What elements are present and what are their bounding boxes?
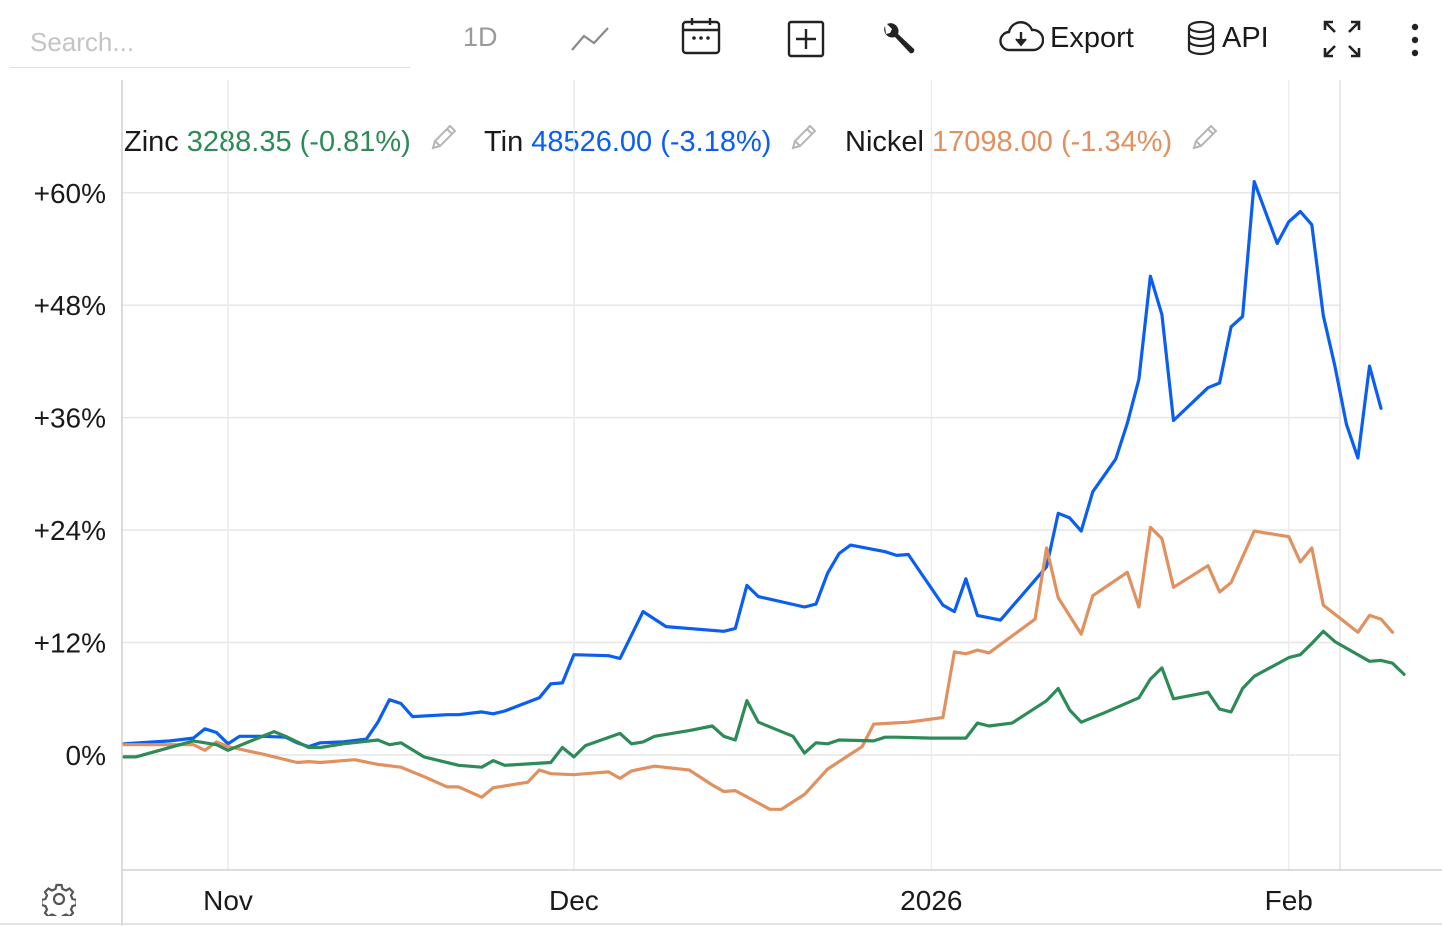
toolbar: 1D Export: [0, 0, 1442, 76]
gear-icon[interactable]: [40, 882, 78, 922]
legend-series-change: (-0.81%): [299, 125, 411, 158]
legend-series-change: (-1.34%): [1060, 125, 1173, 158]
pencil-icon[interactable]: [1188, 122, 1220, 162]
api-button[interactable]: API: [1186, 20, 1269, 56]
legend-series-name: Tin: [484, 125, 524, 158]
legend-series-change: (-3.18%): [660, 125, 772, 158]
legend-item-zinc[interactable]: Zinc 3288.35 (-0.81%): [124, 122, 459, 162]
x-tick-label: Nov: [203, 885, 253, 916]
database-icon: [1186, 20, 1216, 56]
legend-series-value: 48526.00: [531, 125, 653, 158]
x-tick-label: Dec: [549, 885, 599, 916]
wrench-icon[interactable]: [879, 22, 917, 60]
y-tick-label: +36%: [34, 403, 106, 434]
legend-series-name: Zinc: [124, 125, 179, 158]
y-tick-label: +12%: [34, 628, 106, 659]
add-icon[interactable]: [787, 20, 825, 58]
line-chart: +60% +48% +36% +24% +12% 0% Nov Dec 2026 Feb: [0, 80, 1442, 926]
series-line-nickel: [122, 525, 1395, 811]
search-input[interactable]: [10, 18, 410, 68]
legend-item-tin[interactable]: Tin 48526.00 (-3.18%): [484, 122, 819, 162]
x-tick-label: Feb: [1265, 885, 1313, 916]
more-vertical-icon[interactable]: [1410, 22, 1420, 58]
line-chart-icon[interactable]: [570, 24, 610, 54]
interval-button[interactable]: 1D: [463, 22, 498, 52]
legend-item-nickel[interactable]: Nickel 17098.00 (-1.34%): [845, 122, 1220, 162]
cloud-download-icon: [998, 20, 1044, 56]
y-tick-label: +24%: [34, 515, 106, 546]
export-button[interactable]: Export: [998, 20, 1134, 56]
legend-series-value: 3288.35: [186, 125, 292, 158]
api-label: API: [1222, 21, 1269, 54]
x-tick-label: 2026: [900, 885, 962, 916]
series-line-zinc: [122, 629, 1406, 769]
legend-series-name: Nickel: [845, 125, 924, 158]
pencil-icon[interactable]: [427, 122, 459, 162]
fullscreen-icon[interactable]: [1323, 20, 1361, 58]
pencil-icon[interactable]: [787, 122, 819, 162]
series-line-tin: [122, 180, 1383, 749]
calendar-icon[interactable]: [681, 16, 721, 56]
legend-series-value: 17098.00: [931, 125, 1053, 158]
y-tick-label: +60%: [34, 178, 106, 209]
y-tick-label: +48%: [34, 290, 106, 321]
export-label: Export: [1050, 21, 1134, 54]
y-tick-label: 0%: [66, 740, 106, 771]
